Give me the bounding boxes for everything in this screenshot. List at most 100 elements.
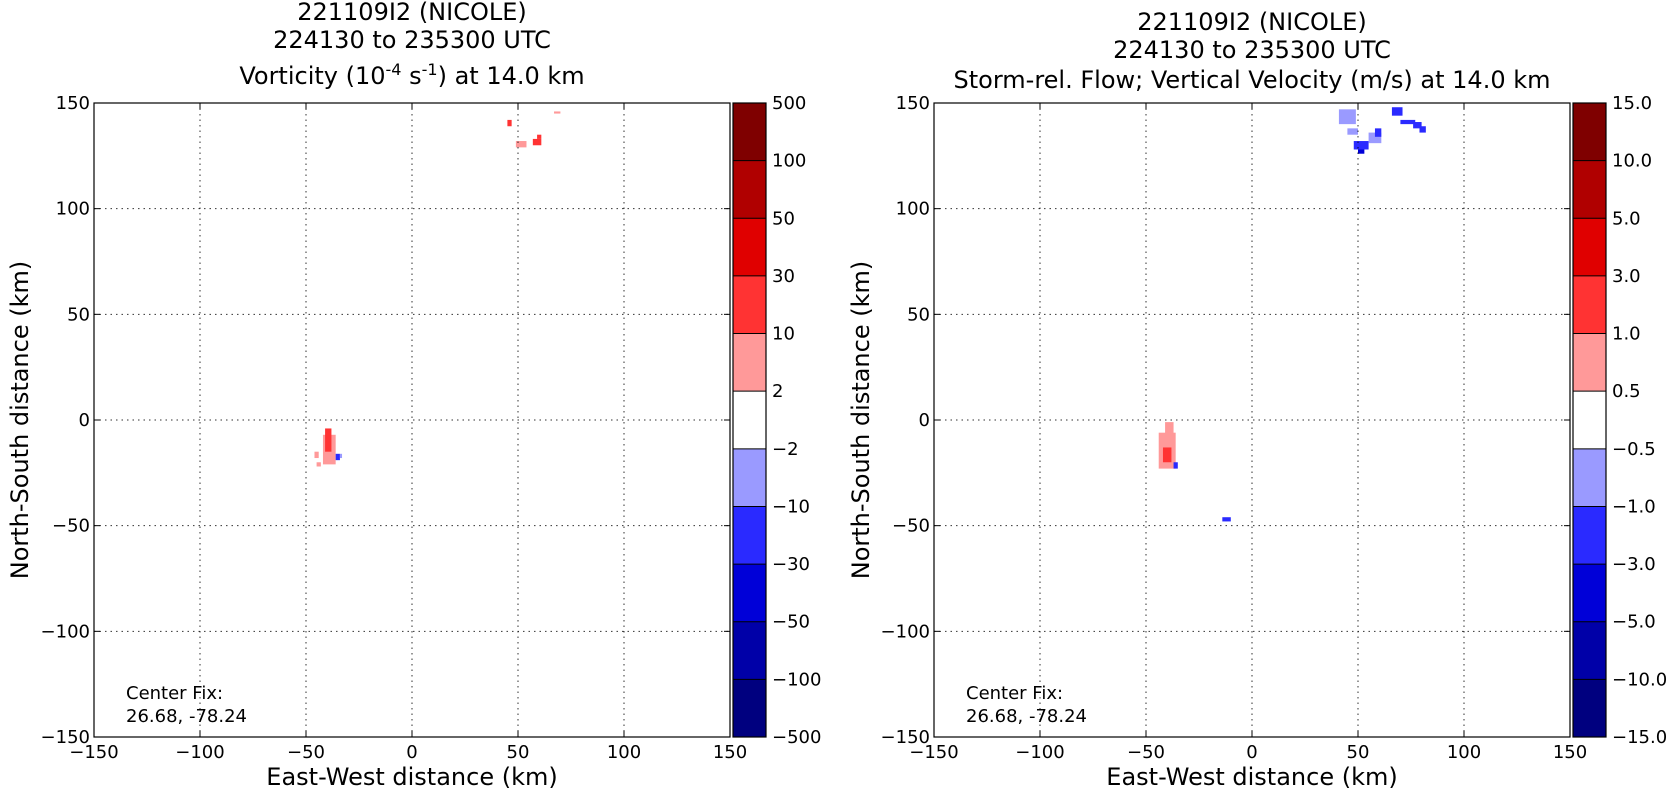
colorbar-segment: [733, 448, 766, 507]
data-cell: [1347, 128, 1358, 135]
colorbar-segment: [1573, 333, 1606, 392]
colorbar-label: −15.0: [1612, 727, 1667, 748]
colorbar-segment: [733, 333, 766, 392]
y-tick-label: 150: [56, 93, 90, 114]
data-cell: [316, 462, 321, 467]
colorbar-label: −3.0: [1612, 554, 1656, 575]
x-tick-label: −50: [287, 742, 325, 763]
colorbar-label: 100: [772, 151, 806, 172]
center-fix-value: 26.68, -78.24: [966, 706, 1087, 727]
data-cell: [507, 119, 512, 127]
colorbar-label: 1.0: [1612, 324, 1641, 345]
colorbar-label: 3.0: [1612, 266, 1641, 287]
colorbar-segment: [1573, 275, 1606, 334]
colorbar-frame: [732, 102, 767, 738]
y-tick-label: 50: [67, 304, 90, 325]
data-cell: [537, 134, 542, 139]
colorbar-label: −50: [772, 612, 810, 633]
data-cell: [1419, 126, 1426, 133]
colorbar-label: −10.0: [1612, 669, 1667, 690]
colorbar-label: −1.0: [1612, 496, 1656, 517]
x-tick-label: 50: [1347, 742, 1370, 763]
colorbar-label: −10: [772, 496, 810, 517]
data-cell: [1162, 447, 1172, 463]
x-tick-label: 150: [1553, 742, 1587, 763]
data-cell: [1374, 128, 1382, 137]
chart-subtitle: 224130 to 235300 UTC: [1113, 36, 1391, 64]
data-cell: [1400, 119, 1416, 125]
title-text: s: [401, 62, 421, 90]
colorbar-segment: [733, 564, 766, 622]
colorbar-frame: [1572, 102, 1607, 738]
x-axis-label: East-West distance (km): [1106, 763, 1397, 791]
colorbar-segment: [1573, 448, 1606, 507]
colorbar-label: 500: [772, 93, 806, 114]
colorbar-segment: [1573, 218, 1606, 276]
colorbar-label: −0.5: [1612, 439, 1656, 460]
colorbar-label: −30: [772, 554, 810, 575]
colorbar-label: −500: [772, 727, 821, 748]
y-axis-label: North-South distance (km): [6, 261, 34, 580]
vertical-velocity-panel: −150 −100 −50 0 50 100 150 −150 −100 −50 0 50 100 150…: [847, 8, 1667, 791]
colorbar-label: 10: [772, 324, 795, 345]
x-tick-label: 0: [1246, 742, 1257, 763]
chart-title: 221109I2 (NICOLE): [297, 0, 527, 26]
data-cell: [1338, 109, 1356, 125]
center-fix-label: Center Fix:: [966, 683, 1063, 704]
title-text: ) at 14.0 km: [438, 62, 585, 90]
y-tick-label: −100: [881, 621, 930, 642]
data-cell: [1165, 422, 1174, 442]
x-tick-label: −150: [69, 742, 118, 763]
colorbar-segment: [733, 621, 766, 680]
colorbar-label: 0.5: [1612, 381, 1641, 402]
colorbar-label: −5.0: [1612, 612, 1656, 633]
x-tick-label: 100: [1447, 742, 1481, 763]
colorbar-segment: [733, 103, 766, 161]
y-tick-label: −50: [892, 516, 930, 537]
data-cell: [314, 451, 319, 459]
y-tick-label: −150: [881, 727, 930, 748]
data-cell: [339, 453, 343, 459]
data-cell: [515, 141, 527, 148]
y-tick-label: 100: [896, 199, 930, 220]
y-tick-label: −50: [52, 516, 90, 537]
chart-subtitle: 224130 to 235300 UTC: [273, 26, 551, 54]
colorbar-segment: [733, 275, 766, 334]
x-tick-label: 100: [607, 742, 641, 763]
plot-area: [934, 103, 1570, 737]
data-cell: [1173, 462, 1178, 469]
colorbar-label: 15.0: [1612, 93, 1652, 114]
title-superscript: -4: [386, 60, 402, 79]
y-tick-label: 0: [919, 410, 930, 431]
center-fix-value: 26.68, -78.24: [126, 706, 247, 727]
center-fix-label: Center Fix:: [126, 683, 223, 704]
colorbar-segment: [733, 679, 766, 737]
colorbar-segment: [733, 391, 766, 449]
data-cell: [1391, 107, 1403, 116]
title-superscript: -1: [422, 60, 438, 79]
x-axis-label: East-West distance (km): [266, 763, 557, 791]
colorbar-segment: [1573, 391, 1606, 449]
colorbar-segment: [733, 506, 766, 565]
colorbar-segment: [1573, 160, 1606, 219]
colorbar-label: −2: [772, 439, 799, 460]
colorbar-segment: [733, 160, 766, 219]
colorbar-label: −100: [772, 669, 821, 690]
colorbar-label: 10.0: [1612, 151, 1652, 172]
data-cell: [335, 453, 340, 461]
y-tick-label: 50: [907, 304, 930, 325]
colorbar-segment: [1573, 679, 1606, 737]
y-tick-label: 0: [79, 410, 90, 431]
colorbar-segment: [1573, 564, 1606, 622]
colorbar-label: 2: [772, 381, 783, 402]
data-cell: [1368, 132, 1382, 144]
chart-variable-title: Storm-rel. Flow; Vertical Velocity (m/s)…: [954, 66, 1551, 94]
data-cell: [1413, 122, 1422, 129]
y-tick-label: −100: [41, 621, 90, 642]
colorbar-label: 30: [772, 266, 795, 287]
plot-area: [94, 103, 730, 737]
data-cell: [325, 428, 332, 452]
colorbar-segment: [1573, 506, 1606, 565]
vorticity-panel: −150 −100 −50 0 50 100 150−150−100−50050100150…: [6, 0, 821, 791]
